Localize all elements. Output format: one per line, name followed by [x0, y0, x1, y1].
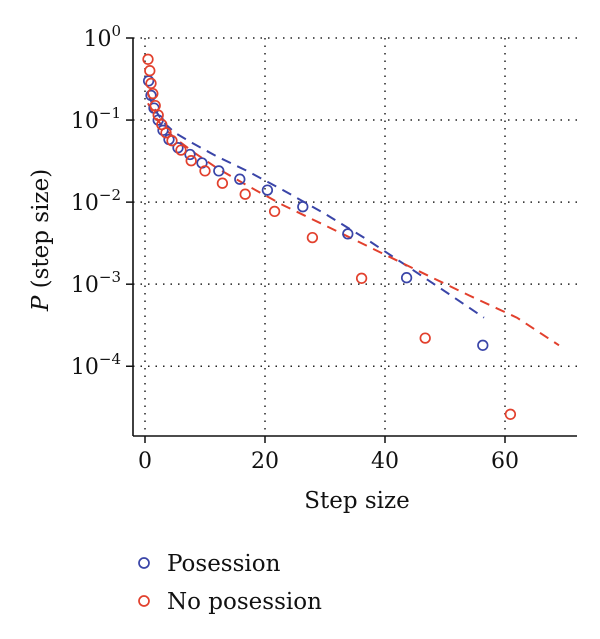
- axes: [132, 38, 577, 437]
- point-no-posession: [419, 332, 431, 344]
- x-tick-label: 40: [371, 449, 399, 474]
- point-no-posession: [268, 205, 281, 218]
- point-posession: [234, 173, 246, 185]
- point-no-posession: [142, 53, 154, 65]
- point-no-posession: [166, 135, 178, 147]
- y-tick-label: 100: [83, 22, 121, 52]
- point-posession: [297, 201, 309, 213]
- point-posession: [477, 339, 489, 351]
- y-ticks: 100 10−1 10−2 10−3 10−4: [71, 22, 133, 380]
- fit-line-posession: [147, 93, 485, 319]
- x-ticks: 0 20 40 60: [138, 436, 519, 474]
- point-posession: [261, 184, 274, 196]
- point-no-posession: [306, 231, 319, 244]
- y-tick-label: 10−1: [71, 104, 121, 134]
- point-no-posession: [147, 87, 159, 100]
- x-tick-label: 20: [251, 449, 279, 474]
- legend-label: No posession: [167, 589, 322, 615]
- point-no-posession: [355, 272, 368, 284]
- point-no-posession: [145, 77, 157, 90]
- point-no-posession: [216, 177, 229, 189]
- legend-label: Posession: [167, 551, 281, 577]
- point-posession: [184, 148, 196, 161]
- point-posession: [172, 142, 184, 154]
- point-posession: [400, 272, 413, 284]
- fit-line-no-posession: [147, 102, 560, 347]
- x-tick-label: 0: [138, 449, 152, 474]
- point-no-posession: [152, 109, 164, 121]
- point-no-posession: [144, 65, 156, 77]
- point-posession: [342, 228, 354, 240]
- y-axis-label-rest: (step size): [28, 169, 54, 296]
- legend-marker: [138, 557, 150, 569]
- y-tick-label: 10−3: [71, 268, 121, 298]
- point-no-posession: [504, 408, 517, 420]
- y-tick-label: 10−2: [71, 186, 121, 216]
- y-tick-label: 10−4: [71, 350, 121, 380]
- point-posession: [157, 124, 169, 136]
- x-tick-label: 60: [491, 449, 519, 474]
- point-posession: [145, 89, 157, 102]
- point-no-posession: [239, 188, 251, 200]
- point-no-posession: [175, 144, 187, 156]
- legend: Posession No posession: [138, 551, 322, 615]
- data-points: [142, 53, 517, 420]
- grid: [133, 37, 577, 436]
- y-axis-label: P (step size): [28, 169, 54, 312]
- y-axis-label-variable: P: [28, 295, 54, 312]
- point-no-posession: [185, 155, 197, 167]
- point-posession: [213, 165, 225, 177]
- point-posession: [142, 75, 155, 87]
- point-no-posession: [199, 165, 211, 177]
- legend-marker: [138, 595, 150, 607]
- fit-lines: [147, 93, 560, 347]
- x-axis-label: Step size: [304, 488, 410, 514]
- point-no-posession: [160, 127, 172, 139]
